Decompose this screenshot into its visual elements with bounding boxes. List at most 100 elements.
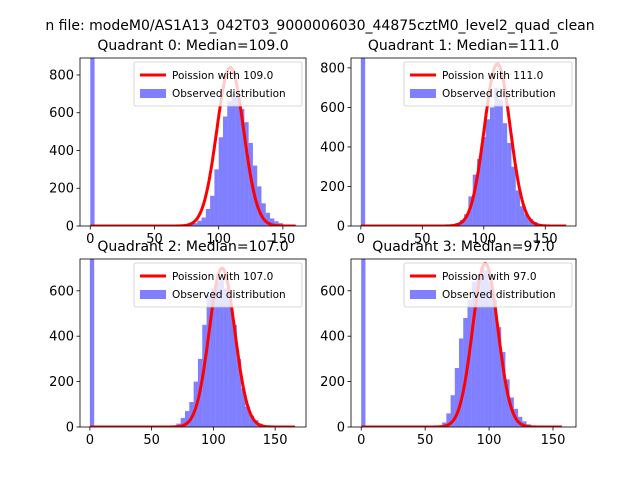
x-tick-label: 100 <box>477 433 502 448</box>
histogram-bar <box>274 221 279 226</box>
legend: Poission with 109.0 Observed distribution <box>133 61 303 107</box>
histogram-bar <box>189 402 194 427</box>
histogram-bar <box>360 58 366 226</box>
legend-box <box>403 262 573 308</box>
histogram-bar <box>496 327 502 427</box>
figure-suptitle: n file: modeM0/AS1A13_042T03_9000006030_… <box>45 18 594 34</box>
y-tick-label: 600 <box>320 101 345 116</box>
y-tick-label: 0 <box>66 220 74 235</box>
histogram-bar <box>450 395 455 427</box>
legend-hist-swatch <box>410 290 436 299</box>
histogram-bar <box>236 358 242 427</box>
histogram-bar <box>484 270 489 427</box>
x-tick-label: 150 <box>270 232 295 247</box>
histogram-bar <box>257 186 262 226</box>
subplot-title: Quadrant 1: Median=111.0 <box>368 38 559 54</box>
legend-hist-label: Observed distribution <box>172 88 286 100</box>
subplot-1: 0 50 100 150 0 200 400 600 800 Quadrant 1: Median… <box>320 38 577 247</box>
x-tick-label: 0 <box>86 433 94 448</box>
legend: Poission with 97.0 Observed distribution <box>403 262 573 308</box>
histogram-bar <box>261 203 266 226</box>
legend-fit-label: Poission with 97.0 <box>442 271 537 283</box>
legend-box <box>403 61 573 107</box>
y-tick-label: 400 <box>49 330 74 345</box>
histogram-bar <box>223 288 229 427</box>
histogram-bar <box>505 379 510 427</box>
histogram-bar <box>481 137 486 226</box>
x-tick-label: 150 <box>541 433 566 448</box>
y-tick-label: 800 <box>320 61 345 76</box>
y-tick-label: 400 <box>49 144 74 159</box>
histogram-bar <box>520 206 525 226</box>
histogram-bar <box>214 169 219 226</box>
legend-fit-label: Poission with 107.0 <box>172 271 273 283</box>
histogram-bar <box>446 413 451 427</box>
histogram-bar <box>265 212 271 226</box>
y-tick-label: 400 <box>320 140 345 155</box>
legend-hist-swatch <box>410 89 436 98</box>
axes-frame <box>79 258 307 428</box>
poisson-fit-line <box>89 65 297 226</box>
histogram-bar <box>270 218 275 226</box>
x-tick-label: 100 <box>471 232 496 247</box>
subplot-3: 0 50 100 150 0 200 400 600 Quadrant 3: Median=97… <box>320 239 577 448</box>
histogram-bar <box>501 352 506 427</box>
x-tick-label: 150 <box>263 433 288 448</box>
histogram-bar <box>471 281 476 427</box>
x-tick-label: 50 <box>417 433 434 448</box>
histogram-bar <box>361 259 366 427</box>
x-tick-label: 100 <box>201 433 226 448</box>
subplot-grid: 0 50 100 150 0 200 400 600 800 Quadrant 0: Median… <box>49 38 577 448</box>
legend-hist-label: Observed distribution <box>442 88 556 100</box>
x-tick-label: 50 <box>414 232 431 247</box>
histogram-bar <box>193 223 198 226</box>
histogram-bar <box>454 367 460 427</box>
histogram-bar <box>219 279 224 427</box>
histogram-bar <box>90 58 95 226</box>
axes-frame <box>350 258 577 428</box>
histogram-bar <box>210 195 215 226</box>
histogram-bar <box>468 196 473 226</box>
x-tick-label: 50 <box>146 232 163 247</box>
y-tick-label: 400 <box>320 330 345 345</box>
plot-area <box>360 58 567 226</box>
histogram-bar <box>231 93 236 226</box>
histogram-bar <box>472 174 478 226</box>
subplot-0: 0 50 100 150 0 200 400 600 800 Quadrant 0: Median… <box>49 38 307 247</box>
histogram-bar <box>201 217 206 226</box>
histogram-bar <box>228 299 233 427</box>
histogram-bar <box>205 209 211 226</box>
legend-hist-swatch <box>140 89 166 98</box>
y-tick-label: 800 <box>49 68 74 83</box>
histogram-bar <box>459 338 464 427</box>
histogram-bar <box>180 417 185 427</box>
histogram-bar <box>218 137 223 226</box>
axes-frame <box>350 57 577 227</box>
histogram-bar <box>511 166 516 226</box>
subplot-title: Quadrant 2: Median=107.0 <box>97 239 288 255</box>
histogram-bar <box>227 101 232 226</box>
y-tick-label: 200 <box>49 182 74 197</box>
poisson-fit-line <box>360 62 567 226</box>
histogram-bar <box>507 142 512 226</box>
legend: Poission with 107.0 Observed distribution <box>133 262 303 308</box>
histogram-bar <box>89 259 95 427</box>
histogram-bar <box>494 87 499 226</box>
plot-area <box>89 58 297 226</box>
histogram-bar <box>241 388 246 427</box>
y-tick-label: 0 <box>337 421 345 436</box>
histogram-bar <box>464 214 469 226</box>
legend-hist-swatch <box>140 290 166 299</box>
histogram-bar <box>524 214 529 226</box>
histogram-bar <box>475 274 481 427</box>
y-tick-label: 600 <box>49 284 74 299</box>
legend-box <box>133 262 303 308</box>
plot-area <box>89 259 296 427</box>
legend-box <box>133 61 303 107</box>
y-tick-label: 600 <box>320 284 345 299</box>
histogram-bar <box>488 281 493 427</box>
legend: Poission with 111.0 Observed distribution <box>403 61 573 107</box>
histogram-bar <box>485 119 490 226</box>
x-tick-label: 50 <box>143 433 160 448</box>
